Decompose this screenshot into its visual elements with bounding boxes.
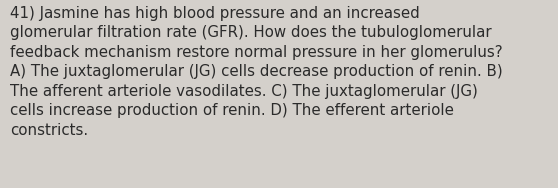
Text: 41) Jasmine has high blood pressure and an increased
glomerular filtration rate : 41) Jasmine has high blood pressure and …: [10, 6, 503, 138]
